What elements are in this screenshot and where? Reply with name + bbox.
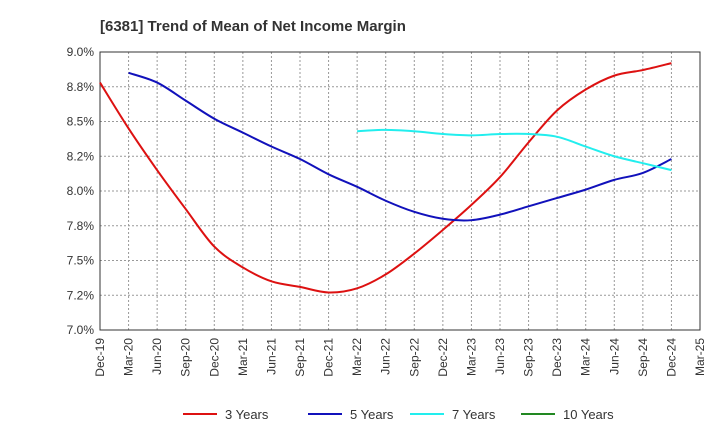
series-lines [99,62,672,294]
x-tick-label: Jun-22 [379,338,393,375]
x-tick-label: Jun-24 [607,338,621,375]
legend-label-10-years: 10 Years [563,407,614,422]
y-tick-label: 8.5% [67,115,95,129]
x-tick-label: Sep-20 [179,338,193,377]
x-tick-label: Mar-20 [122,338,136,376]
x-tick-label: Jun-20 [150,338,164,375]
y-tick-label: 8.8% [67,80,95,94]
legend-label-5-years: 5 Years [350,407,394,422]
legend-label-7-years: 7 Years [452,407,496,422]
x-tick-label: Jun-21 [264,338,278,375]
y-tick-label: 7.0% [67,323,95,337]
series-line-3-years [99,62,672,294]
x-tick-label: Mar-23 [464,338,478,376]
x-tick-label: Mar-21 [236,338,250,376]
x-tick-label: Dec-24 [664,338,678,377]
chart-title: [6381] Trend of Mean of Net Income Margi… [100,18,406,35]
x-tick-label: Jun-23 [493,338,507,375]
plot-area-frame [99,51,701,331]
y-tick-label: 8.2% [67,149,95,163]
x-tick-label: Dec-23 [550,338,564,377]
x-tick-label: Dec-19 [93,338,107,377]
y-tick-label: 7.2% [67,288,95,302]
x-tick-label: Mar-22 [350,338,364,376]
y-tick-label: 7.5% [67,254,95,268]
y-tick-label: 9.0% [67,45,95,59]
x-tick-label: Dec-22 [436,338,450,377]
x-tick-label: Sep-23 [522,338,536,377]
y-tick-label: 8.0% [67,184,95,198]
y-axis-ticks: 9.0% 8.8% 8.5% 8.2% 8.0% 7.8% 7.5% 7.2% 7.0% [67,45,95,337]
series-line-5-years [128,71,672,222]
x-tick-label: Sep-22 [407,338,421,377]
x-tick-label: Dec-21 [322,338,336,377]
x-tick-label: Sep-24 [636,338,650,377]
x-axis-ticks: Dec-19 Mar-20 Jun-20 Sep-20 Dec-20 Mar-21 Jun-… [93,338,707,377]
legend: 3 Years 5 Years 7 Years 10 Years [183,407,614,422]
series-line-7-years [357,128,672,172]
legend-label-3-years: 3 Years [225,407,269,422]
y-tick-label: 7.8% [67,219,95,233]
x-tick-label: Mar-24 [579,338,593,376]
x-tick-label: Sep-21 [293,338,307,377]
x-tick-label: Mar-25 [693,338,707,376]
x-tick-label: Dec-20 [207,338,221,377]
